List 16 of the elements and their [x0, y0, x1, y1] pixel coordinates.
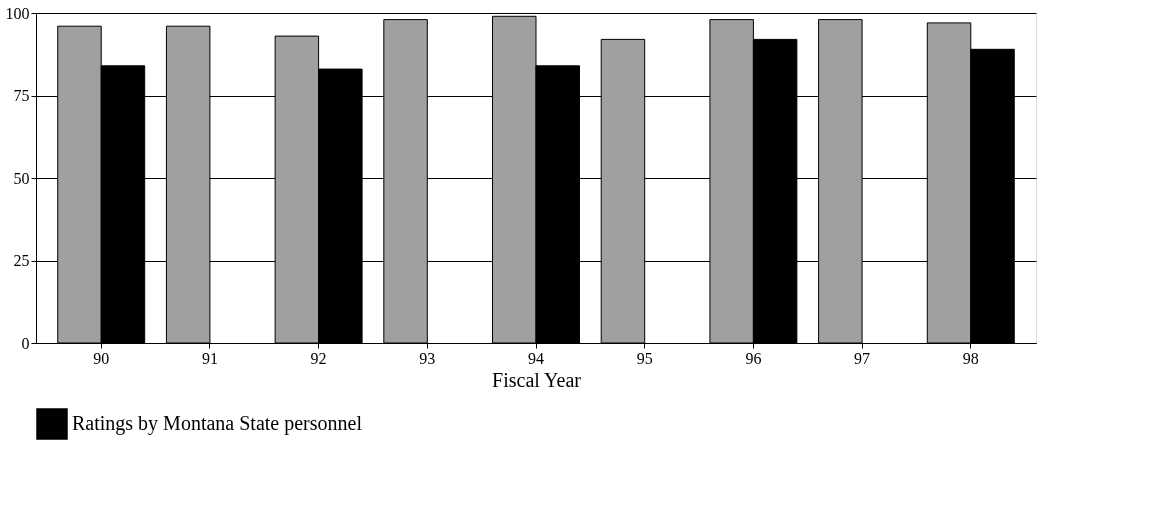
x-tick-label: 94 — [528, 349, 544, 367]
y-tick-label: 50 — [13, 169, 30, 187]
x-tick-label: 91 — [201, 349, 218, 367]
y-tick-label: 75 — [13, 87, 30, 104]
x-tick-label: 96 — [745, 349, 762, 367]
x-tick-label: 92 — [310, 349, 327, 367]
x-tick-label: 93 — [419, 349, 436, 367]
x-axis-title: Fiscal Year — [492, 368, 582, 391]
legend-label: Ratings by Montana State personnel — [72, 412, 363, 435]
x-tick-label: 90 — [93, 349, 110, 367]
x-tick-label: 97 — [854, 349, 871, 367]
y-tick-label: 25 — [13, 252, 30, 269]
x-tick-label: 95 — [636, 349, 653, 367]
y-tick-label: 0 — [21, 334, 30, 352]
y-tick-label: 100 — [5, 4, 30, 22]
x-tick-label: 98 — [962, 349, 979, 367]
